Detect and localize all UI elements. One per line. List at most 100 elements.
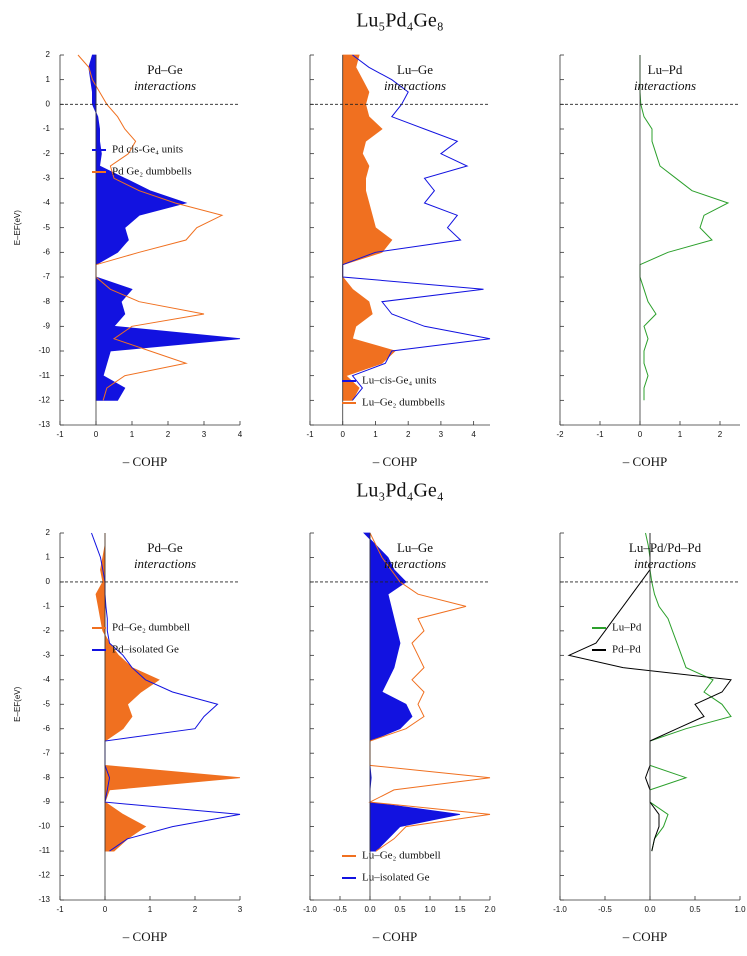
x-tick-label: 0 [103, 905, 108, 914]
y-tick-label: -6 [43, 247, 51, 256]
panel-sublabel: interactions [134, 78, 196, 93]
panel-label: Lu–Ge [397, 62, 433, 77]
line [645, 532, 732, 852]
panel-label: Lu–Pd/Pd–Pd [629, 540, 702, 555]
legend-label: Pd Ge₂ dumbbells [112, 166, 192, 178]
panel-sublabel: interactions [384, 556, 446, 571]
x-tick-label: 1 [148, 905, 153, 914]
y-tick-label: -5 [43, 223, 51, 232]
panel-sublabel: interactions [384, 78, 446, 93]
panel-label: Lu–Pd [648, 62, 683, 77]
y-tick-label: -3 [43, 650, 51, 659]
legend-label: Pd–isolated Ge [112, 644, 179, 656]
line [368, 532, 491, 852]
y-tick-label: 1 [46, 75, 51, 84]
y-tick-label: -9 [43, 321, 51, 330]
x-tick-label: -1 [306, 430, 314, 439]
legend-label: Pd–Ge₂ dumbbell [112, 622, 190, 634]
x-tick-label: 4 [471, 430, 476, 439]
x-tick-label: 2.0 [484, 905, 496, 914]
y-tick-label: -6 [43, 724, 51, 733]
x-tick-label: -1.0 [303, 905, 317, 914]
x-tick-label: 4 [238, 430, 243, 439]
y-tick-label: -9 [43, 797, 51, 806]
y-tick-label: -8 [43, 297, 51, 306]
x-tick-label: -1 [56, 905, 64, 914]
x-tick-label: 3 [439, 430, 444, 439]
panel-label: Pd–Ge [147, 62, 183, 77]
y-tick-label: 0 [46, 99, 51, 108]
x-tick-label: -1.0 [553, 905, 567, 914]
x-tick-label: 0.0 [644, 905, 656, 914]
filled-area [363, 532, 461, 852]
panel-sublabel: interactions [634, 78, 696, 93]
y-tick-label: -4 [43, 675, 51, 684]
row-title: Lu₅Pd₄Ge₈ [356, 10, 444, 32]
line [342, 54, 491, 401]
y-tick-label: -10 [38, 346, 50, 355]
x-tick-label: -0.5 [333, 905, 347, 914]
x-tick-label: 1.0 [734, 905, 746, 914]
y-tick-label: -2 [43, 626, 51, 635]
x-tick-label: 1 [130, 430, 135, 439]
y-axis-label: E–EF(eV) [13, 210, 22, 245]
x-axis-label: – COHP [122, 454, 167, 469]
x-tick-label: 3 [202, 430, 207, 439]
line [77, 54, 224, 401]
y-tick-label: -10 [38, 822, 50, 831]
x-tick-label: 0 [638, 430, 643, 439]
y-tick-label: -8 [43, 773, 51, 782]
y-tick-label: -11 [39, 371, 51, 380]
y-tick-label: -7 [43, 272, 51, 281]
filled-area [88, 54, 241, 401]
line [639, 55, 730, 401]
y-axis-label: E–EF(eV) [13, 686, 22, 721]
legend-label: Lu–Ge₂ dumbbells [362, 397, 445, 409]
y-tick-label: 2 [46, 50, 51, 59]
legend-label: Lu–Ge₂ dumbbell [362, 850, 441, 862]
x-tick-label: 0.0 [364, 905, 376, 914]
x-tick-label: 1.0 [424, 905, 436, 914]
legend-label: Lu–Pd [612, 622, 642, 634]
panel-sublabel: interactions [634, 556, 696, 571]
x-tick-label: 1.5 [454, 905, 466, 914]
legend-label: Lu–cis-Ge₄ units [362, 375, 436, 387]
y-tick-label: -3 [43, 173, 51, 182]
x-tick-label: 2 [718, 430, 723, 439]
x-axis-label: – COHP [372, 929, 417, 944]
x-tick-label: 0 [94, 430, 99, 439]
y-tick-label: -13 [38, 420, 50, 429]
x-tick-label: 2 [166, 430, 171, 439]
legend-label: Pd cis-Ge₄ units [112, 144, 183, 156]
panel-label: Lu–Ge [397, 540, 433, 555]
row-title: Lu₃Pd₄Ge₄ [356, 480, 444, 502]
legend-label: Lu–isolated Ge [362, 872, 430, 884]
x-axis-label: – COHP [372, 454, 417, 469]
x-axis-label: – COHP [622, 929, 667, 944]
x-tick-label: 1 [373, 430, 378, 439]
x-tick-label: 0 [341, 430, 346, 439]
y-tick-label: -1 [43, 602, 51, 611]
y-tick-label: -2 [43, 149, 51, 158]
x-axis-label: – COHP [622, 454, 667, 469]
y-tick-label: -7 [43, 748, 51, 757]
y-tick-label: -4 [43, 198, 51, 207]
x-tick-label: -2 [556, 430, 564, 439]
y-tick-label: 2 [46, 528, 51, 537]
filled-area [95, 533, 241, 852]
x-tick-label: 3 [238, 905, 243, 914]
x-tick-label: 2 [406, 430, 411, 439]
y-tick-label: -12 [38, 871, 50, 880]
x-tick-label: -0.5 [598, 905, 612, 914]
panel-label: Pd–Ge [147, 540, 183, 555]
panel-sublabel: interactions [134, 556, 196, 571]
x-axis-label: – COHP [122, 929, 167, 944]
y-tick-label: -12 [38, 395, 50, 404]
x-tick-label: 1 [678, 430, 683, 439]
y-tick-label: -11 [39, 846, 51, 855]
filled-area [342, 54, 396, 401]
x-tick-label: 0.5 [689, 905, 701, 914]
x-tick-label: -1 [596, 430, 604, 439]
y-tick-label: -13 [38, 895, 50, 904]
